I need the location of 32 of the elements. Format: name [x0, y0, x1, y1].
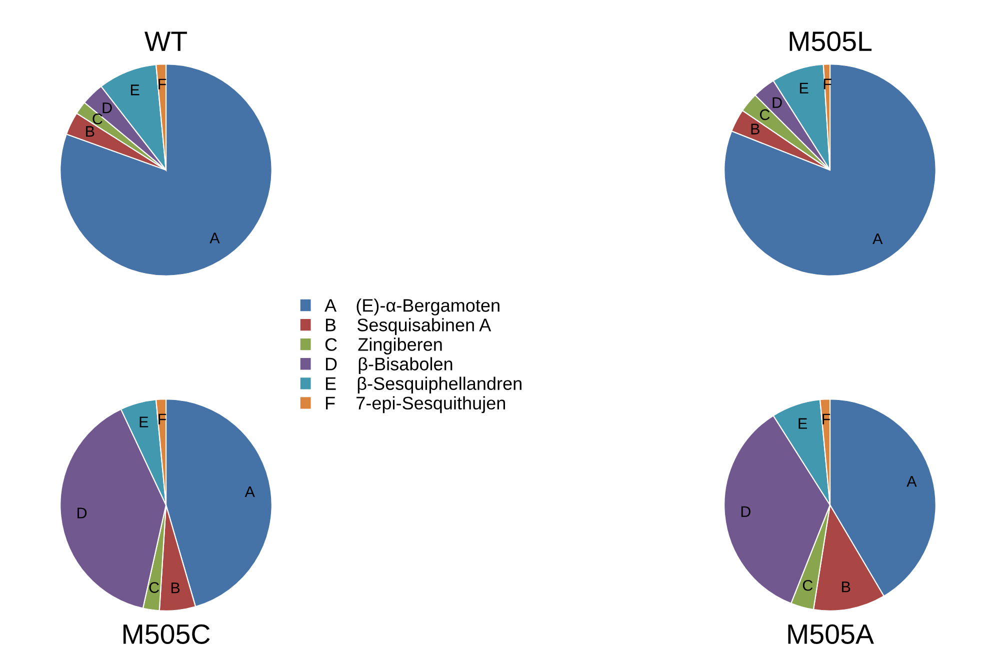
slice-label: E	[800, 82, 808, 94]
legend-label: A (E)-α-Bergamoten	[324, 298, 500, 316]
data-label: B	[86, 126, 94, 137]
slice-label: C	[149, 582, 159, 593]
slice-label: E	[140, 416, 148, 428]
slice-label: A	[872, 234, 883, 244]
slice-label: C	[760, 109, 770, 120]
slice-label: B	[751, 124, 760, 134]
slice-label: E	[798, 418, 807, 429]
slice-label: D	[772, 97, 782, 108]
legend-label: B Sesquisabinen A	[326, 318, 492, 335]
pie-slice	[60, 64, 272, 276]
slice-label: C	[802, 580, 813, 591]
legend-label: E β-Sesquiphellandren	[326, 376, 522, 394]
data-label: C	[92, 113, 102, 124]
pie-slice	[724, 64, 936, 276]
chart-title: M505L	[790, 31, 872, 52]
legend-label: F 7-epi-Sesquithujen	[326, 396, 506, 414]
legend-label: C Zingiberen	[325, 338, 442, 354]
slice-label: A	[906, 476, 917, 487]
text: M505C	[124, 624, 210, 644]
data-label: E	[130, 84, 140, 96]
slice-label: B	[842, 582, 850, 592]
slice-label: A	[244, 486, 255, 498]
text: M505A	[788, 624, 874, 644]
data-label: A	[210, 232, 220, 244]
chart-title: WT	[144, 32, 187, 51]
slice-label: B	[171, 582, 180, 594]
data-label: D	[102, 102, 112, 114]
slice-label: D	[741, 506, 750, 517]
slice-label: D	[78, 508, 87, 518]
legend-label: D β-Bisabolen	[326, 357, 452, 374]
